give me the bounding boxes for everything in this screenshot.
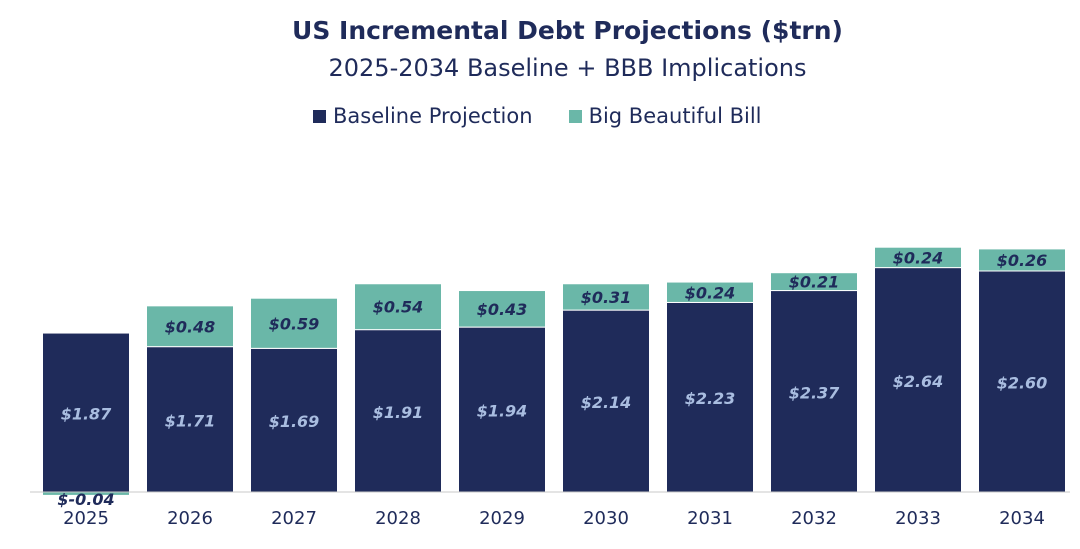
data-label-baseline-2032: $2.37 [789, 383, 840, 402]
data-label-bbb-2026: $0.48 [165, 317, 216, 336]
bar-bbb-2029 [458, 290, 546, 328]
chart-subtitle: 2025-2034 Baseline + BBB Implications [328, 54, 807, 82]
bar-baseline-2032 [770, 290, 858, 493]
bar-bbb-2033 [874, 246, 962, 269]
bar-baseline-2028 [354, 329, 442, 493]
chart-title: US Incremental Debt Projections ($trn) [292, 16, 843, 45]
legend-item-bbb: Big Beautiful Bill [568, 104, 762, 128]
bar-baseline-2027 [250, 347, 338, 493]
bar-bbb-2031 [666, 281, 754, 303]
data-label-baseline-2031: $2.23 [685, 389, 736, 408]
x-tick-label-2026: 2026 [167, 508, 213, 529]
data-label-bbb-2030: $0.31 [581, 288, 632, 307]
legend-item-baseline: Baseline Projection [313, 104, 533, 128]
legend-label-bbb: Big Beautiful Bill [588, 104, 762, 128]
x-tick-label-2034: 2034 [999, 508, 1045, 529]
x-tick-label-2025: 2025 [63, 508, 109, 529]
x-tick-label-2033: 2033 [895, 508, 941, 529]
x-tick-label-2032: 2032 [791, 508, 837, 529]
legend: Baseline Projection Big Beautiful Bill [313, 104, 798, 128]
x-tick-label-2027: 2027 [271, 508, 317, 529]
data-label-bbb-2034: $0.26 [997, 251, 1048, 270]
data-label-baseline-2033: $2.64 [893, 372, 944, 391]
data-label-bbb-2029: $0.43 [477, 300, 528, 319]
data-label-bbb-2025: $-0.04 [57, 490, 114, 509]
bar-bbb-2028 [354, 283, 442, 331]
bar-bbb-2026 [146, 305, 234, 348]
x-tick-label-2029: 2029 [479, 508, 525, 529]
data-label-baseline-2030: $2.14 [581, 393, 632, 412]
bar-baseline-2034 [978, 270, 1066, 493]
data-label-baseline-2034: $2.60 [997, 374, 1048, 393]
data-label-bbb-2032: $0.21 [789, 273, 840, 292]
legend-swatch-baseline [313, 109, 326, 123]
data-label-baseline-2027: $1.69 [269, 412, 320, 431]
data-label-baseline-2029: $1.94 [477, 402, 528, 421]
bar-baseline-2026 [146, 346, 234, 493]
bar-baseline-2029 [458, 326, 546, 493]
bar-bbb-2030 [562, 283, 650, 311]
bar-baseline-2031 [666, 301, 754, 493]
bar-baseline-2025 [42, 332, 130, 493]
bar-bbb-2034 [978, 248, 1066, 272]
data-label-baseline-2026: $1.71 [165, 411, 216, 430]
legend-label-baseline: Baseline Projection [333, 104, 533, 128]
bar-bbb-2027 [250, 297, 338, 349]
data-label-bbb-2028: $0.54 [373, 298, 424, 317]
x-tick-label-2031: 2031 [687, 508, 733, 529]
data-label-baseline-2028: $1.91 [373, 403, 424, 422]
legend-swatch-bbb [568, 109, 582, 123]
data-label-bbb-2031: $0.24 [685, 283, 736, 302]
data-label-baseline-2025: $1.87 [61, 405, 112, 424]
x-tick-label-2028: 2028 [375, 508, 421, 529]
data-label-bbb-2027: $0.59 [269, 314, 320, 333]
x-tick-label-2030: 2030 [583, 508, 629, 529]
bar-bbb-2032 [770, 272, 858, 292]
data-label-bbb-2033: $0.24 [893, 248, 944, 267]
